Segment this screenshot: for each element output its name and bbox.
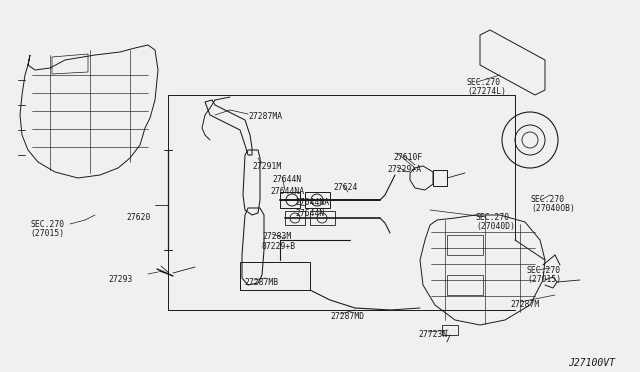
Text: 27229+A: 27229+A	[387, 165, 421, 174]
Text: 27644N: 27644N	[295, 209, 324, 218]
Text: 27723N: 27723N	[418, 330, 447, 339]
Text: (27040OB): (27040OB)	[531, 204, 575, 213]
Text: 27287MB: 27287MB	[244, 278, 278, 287]
Text: 27620: 27620	[126, 213, 150, 222]
Text: (27040D): (27040D)	[476, 222, 515, 231]
Text: (27274L): (27274L)	[467, 87, 506, 96]
Text: 27293: 27293	[108, 275, 132, 284]
Text: (27015): (27015)	[527, 275, 561, 284]
Text: 87229+B: 87229+B	[262, 242, 296, 251]
Text: 27610F: 27610F	[393, 153, 422, 162]
Text: 27644N: 27644N	[272, 175, 301, 184]
Text: SEC.270: SEC.270	[30, 220, 64, 229]
Text: 27283M: 27283M	[262, 232, 291, 241]
Text: 27644NA: 27644NA	[270, 187, 304, 196]
Text: SEC.270: SEC.270	[527, 266, 561, 275]
Text: SEC.270: SEC.270	[531, 195, 565, 204]
Text: 27287MA: 27287MA	[248, 112, 282, 121]
Text: 27644NA: 27644NA	[295, 198, 329, 207]
Text: SEC.270: SEC.270	[467, 78, 501, 87]
Text: SEC.270: SEC.270	[476, 213, 510, 222]
Text: 27287MD: 27287MD	[330, 312, 364, 321]
Text: 27287M: 27287M	[510, 300, 540, 309]
Text: J27100VT: J27100VT	[568, 358, 615, 368]
Text: 27291M: 27291M	[252, 162, 281, 171]
Text: 27624: 27624	[333, 183, 357, 192]
Text: (27015): (27015)	[30, 229, 64, 238]
